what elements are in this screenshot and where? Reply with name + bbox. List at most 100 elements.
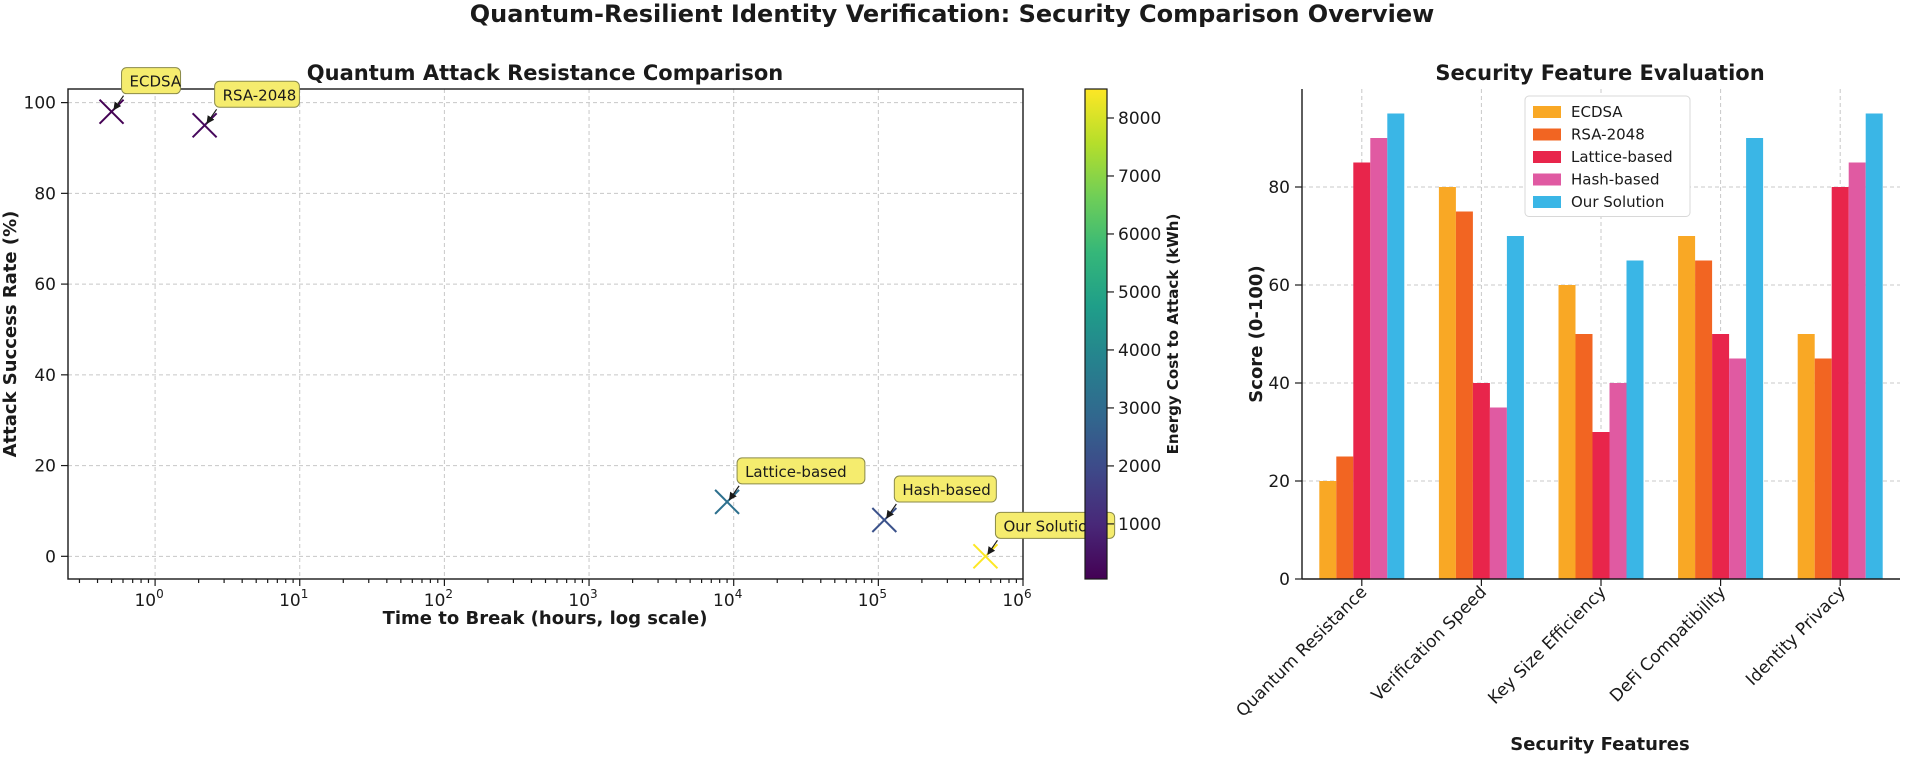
legend-label: Lattice-based — [1571, 148, 1673, 166]
colorbar-gradient — [1084, 88, 1108, 580]
scatter-x-tick-label: 101 — [279, 587, 308, 611]
scatter-point-lattice-based — [714, 489, 740, 515]
colorbar-label: Energy Cost to Attack (kWh) — [1164, 214, 1182, 455]
bar-rsa-2048-1 — [1455, 211, 1473, 579]
colorbar-tick-label: 6000 — [1118, 225, 1161, 245]
bar-y-tick-label: 80 — [1268, 178, 1290, 198]
scatter-annotations: ECDSA RSA-2048 Lattice-based Hash-based Our … — [113, 67, 1116, 555]
bar-hash-based-2 — [1609, 383, 1627, 579]
bar-x-tick-label: Quantum Resistance — [1232, 582, 1371, 721]
scatter-chart: Quantum Attack Resistance Comparison 100… — [0, 61, 1116, 629]
scatter-plot-area — [67, 88, 1024, 580]
scatter-x-tick-label: 106 — [1002, 587, 1031, 611]
bar-rsa-2048-4 — [1814, 358, 1832, 579]
tick-base: 10 — [279, 591, 301, 611]
bar-our-solution-3 — [1746, 138, 1764, 579]
bar-lattice-based-4 — [1831, 187, 1849, 579]
annotation-box — [893, 475, 997, 503]
tick-exponent: 5 — [879, 587, 887, 601]
bar-ecdsa-2 — [1558, 285, 1576, 579]
bar-lattice-based-0 — [1353, 162, 1371, 579]
bar-ecdsa-1 — [1438, 187, 1456, 579]
colorbar-tick-label: 1000 — [1118, 515, 1161, 535]
bar-hash-based-0 — [1370, 138, 1388, 579]
bar-y-tick-label: 40 — [1268, 374, 1290, 394]
bar-x-tick-label: Verification Speed — [1368, 582, 1491, 705]
bar-rsa-2048-3 — [1695, 260, 1713, 579]
colorbar-tick-label: 8000 — [1118, 109, 1161, 129]
annotation-label: Hash-based — [902, 481, 990, 499]
legend-label: RSA-2048 — [1571, 126, 1645, 144]
scatter-x-axis-label: Time to Break (hours, log scale) — [383, 608, 708, 629]
bar-lattice-based-1 — [1472, 383, 1490, 579]
bar-rsa-2048-0 — [1336, 456, 1354, 579]
colorbar: 1000 2000 3000 4000 5000 6000 7000 8000 Energy … — [1084, 88, 1182, 580]
tick-base: 10 — [424, 591, 446, 611]
bar-y-tick-label: 60 — [1268, 276, 1290, 296]
annotation-label: Lattice-based — [745, 463, 847, 481]
scatter-x-tick-label: 102 — [424, 587, 453, 611]
scatter-y-tick-label: 0 — [45, 547, 56, 567]
annotation-arrow — [113, 95, 125, 111]
bar-our-solution-2 — [1626, 260, 1644, 579]
tick-exponent: 1 — [301, 587, 309, 601]
bar-x-tick-label: Identity Privacy — [1742, 582, 1850, 690]
legend-label: Our Solution — [1571, 193, 1664, 211]
tick-exponent: 6 — [1024, 587, 1032, 601]
bar-rsa-2048-2 — [1575, 334, 1593, 579]
legend-swatch — [1533, 128, 1561, 141]
scatter-point-hash-based — [871, 507, 898, 533]
tick-base: 10 — [1002, 591, 1024, 611]
bar-our-solution-1 — [1506, 236, 1524, 579]
colorbar-ticks: 1000 2000 3000 4000 5000 6000 7000 8000 — [1107, 109, 1161, 535]
annotation-arrow — [987, 539, 998, 555]
scatter-y-tick-label: 100 — [24, 94, 56, 114]
scatter-y-tick-label: 60 — [34, 275, 56, 295]
scatter-x-tick-label: 105 — [858, 587, 887, 611]
legend-swatch — [1533, 196, 1561, 208]
annotation-label: ECDSA — [130, 73, 182, 91]
tick-exponent: 2 — [445, 587, 453, 601]
annotation-arrow — [728, 485, 740, 501]
scatter-points — [98, 98, 999, 570]
bar-y-tick-label: 20 — [1268, 472, 1290, 492]
annotation-arrow — [886, 503, 897, 519]
colorbar-tick-label: 5000 — [1118, 283, 1161, 303]
bar-x-tick-label: DeFi Compatibility — [1606, 582, 1730, 706]
bar-our-solution-0 — [1387, 113, 1405, 579]
bar-series — [1319, 113, 1883, 579]
bar-legend: ECDSA RSA-2048 Lattice-based Hash-based Our … — [1524, 95, 1691, 217]
bar-x-axis-label: Security Features — [1510, 734, 1689, 755]
scatter-y-tick-label: 80 — [34, 184, 56, 204]
colorbar-tick-label: 7000 — [1118, 167, 1161, 187]
bar-our-solution-4 — [1865, 113, 1883, 579]
tick-exponent: 0 — [156, 587, 164, 601]
legend-swatch — [1533, 151, 1561, 163]
scatter-gridlines — [68, 89, 1024, 579]
annotation-arrow — [206, 108, 218, 124]
tick-base: 10 — [713, 591, 735, 611]
scatter-y-axis-label: Attack Success Rate (%) — [0, 211, 21, 458]
annotation-label: Our Solution — [1003, 517, 1096, 535]
bar-ecdsa-3 — [1678, 236, 1696, 579]
bar-chart: Security Feature Evaluation 0 20 40 60 80 Qua… — [1232, 61, 1900, 755]
bar-ecdsa-4 — [1797, 334, 1815, 579]
legend-frame — [1524, 95, 1691, 217]
scatter-title: Quantum Attack Resistance Comparison — [307, 61, 783, 85]
bar-hash-based-1 — [1489, 407, 1507, 579]
scatter-point-ecdsa — [98, 98, 125, 125]
bar-ecdsa-0 — [1319, 481, 1337, 579]
tick-exponent: 3 — [590, 587, 598, 601]
bar-hash-based-4 — [1848, 162, 1866, 579]
legend-swatch — [1533, 173, 1561, 186]
colorbar-tick-label: 4000 — [1118, 341, 1161, 361]
legend-label: Hash-based — [1571, 171, 1659, 189]
bar-lattice-based-3 — [1712, 334, 1730, 579]
annotation-box — [121, 67, 182, 95]
tick-base: 10 — [858, 591, 880, 611]
colorbar-tick-label: 3000 — [1118, 399, 1161, 419]
scatter-y-tick-label: 20 — [34, 457, 56, 477]
annotation-box — [214, 80, 300, 108]
tick-base: 10 — [568, 591, 590, 611]
